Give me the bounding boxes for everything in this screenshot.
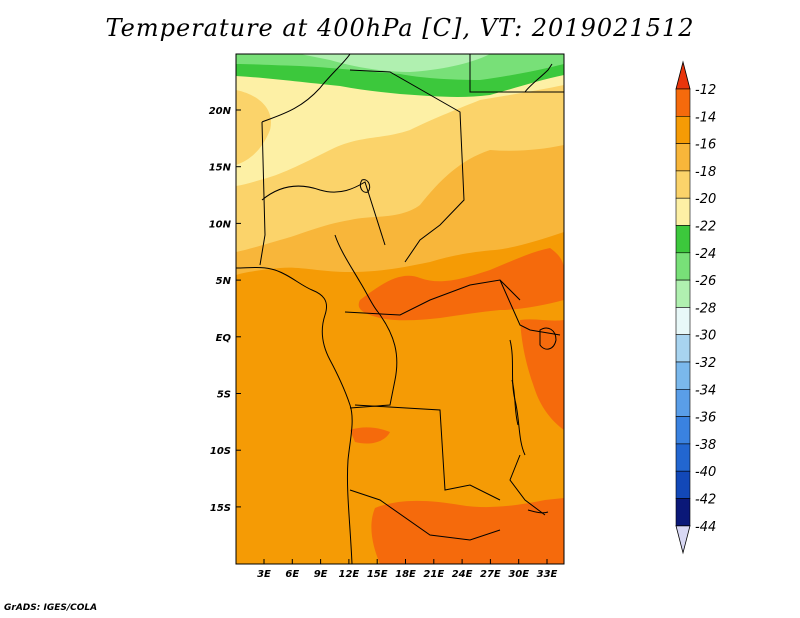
longitude-axis: 3E 6E 9E 12E 15E 18E 21E 24E 27E 30E 33E <box>257 559 558 580</box>
credit-text: GrADS: IGES/COLA <box>4 603 98 613</box>
map-title: Temperature at 400hPa [C], VT: 201902151… <box>105 14 695 42</box>
colorbar-segment <box>675 443 691 472</box>
colorbar-label: -20 <box>695 192 716 207</box>
latitude-axis: 20N 15N 10N 5N EQ 5S 10S 15S <box>209 106 241 514</box>
lat-tick-label: 10N <box>209 219 232 230</box>
lake-malawi <box>527 509 549 514</box>
border-central-1 <box>344 279 521 316</box>
lon-tick-label: 30E <box>508 569 529 580</box>
colorbar-segment <box>675 416 691 445</box>
lake-chad <box>359 179 371 193</box>
border-east <box>499 279 561 336</box>
colorbar-label: -14 <box>695 110 716 125</box>
lon-tick-label: 12E <box>339 569 360 580</box>
lon-tick-label: 6E <box>285 569 299 580</box>
field-warm-south <box>371 498 564 564</box>
colorbar-label: -42 <box>695 493 716 508</box>
colorbar-label: -24 <box>695 247 716 262</box>
colorbar-label: -34 <box>695 383 716 398</box>
colorbar-label: -30 <box>695 329 716 344</box>
colorbar-segment <box>675 388 691 417</box>
field-band-26-28 <box>300 54 490 72</box>
map-field <box>236 54 564 564</box>
colorbar-label: -28 <box>695 301 716 316</box>
colorbar-segment <box>675 170 691 199</box>
border-north-1 <box>261 54 351 123</box>
lat-tick-label: 20N <box>209 106 232 117</box>
lon-tick-label: 3E <box>257 569 271 580</box>
coastline-northeast <box>524 63 553 93</box>
colorbar-segment <box>675 279 691 308</box>
colorbar-segment <box>675 307 691 335</box>
lake-tanganyika <box>511 379 519 426</box>
border-north-2 <box>349 69 465 263</box>
colorbar-segment <box>675 498 691 527</box>
border-cameroon <box>334 234 379 313</box>
lon-tick-label: 24E <box>452 569 473 580</box>
lon-tick-label: 21E <box>423 569 444 580</box>
colorbar-segment <box>675 334 691 363</box>
lake-victoria <box>539 327 557 350</box>
colorbar-segment <box>675 116 691 144</box>
colorbar-label: -18 <box>695 165 716 180</box>
colorbar-segment <box>675 225 691 254</box>
lon-tick-label: 27E <box>480 569 501 580</box>
lat-tick-label: EQ <box>216 333 232 344</box>
colorbar-bottom-triangle <box>675 525 691 555</box>
field-patch-18-20-west <box>236 90 271 165</box>
lat-tick-label: 5N <box>216 276 232 287</box>
border-north-3 <box>469 54 564 93</box>
lat-tick-label: 10S <box>210 446 231 457</box>
colorbar-label: -44 <box>695 520 716 535</box>
lon-tick-label: 15E <box>367 569 388 580</box>
lat-tick-label: 5S <box>217 390 231 401</box>
border-west-inland <box>259 121 266 266</box>
border-angola <box>354 404 501 501</box>
colorbar-label: -40 <box>695 465 716 480</box>
lat-tick-label: 15N <box>209 163 232 174</box>
map-frame <box>235 53 565 565</box>
field-warm-south-mid <box>350 427 390 444</box>
colorbar-segment <box>675 143 691 172</box>
colorbar-label: -38 <box>695 438 716 453</box>
lon-tick-label: 33E <box>537 569 558 580</box>
border-south <box>349 489 501 541</box>
colorbar-segment <box>675 88 691 117</box>
border-central-2 <box>349 311 398 409</box>
colorbar-segment <box>675 361 691 390</box>
colorbar: -12 -14 -16 -18 -20 -22 -24 -26 -28 -30 -32 -34 -36 -… <box>675 60 716 555</box>
colorbar-label: -32 <box>695 356 716 371</box>
coastlines-and-borders <box>236 54 564 564</box>
lon-tick-label: 18E <box>395 569 416 580</box>
colorbar-label: -22 <box>695 220 716 235</box>
colorbar-label: -16 <box>695 138 716 153</box>
colorbar-label: -12 <box>695 83 716 98</box>
colorbar-label: -36 <box>695 411 716 426</box>
coastline-west-africa <box>236 267 353 564</box>
colorbar-segment <box>675 197 691 226</box>
colorbar-segment <box>675 470 691 499</box>
colorbar-top-triangle <box>675 60 691 90</box>
lat-tick-label: 15S <box>210 503 231 514</box>
colorbar-label: -26 <box>695 274 716 289</box>
colorbar-segment <box>675 252 691 281</box>
lon-tick-label: 9E <box>314 569 328 580</box>
field-warm-central <box>358 248 564 321</box>
border-east-south <box>509 454 546 516</box>
border-niger-chad <box>261 181 386 246</box>
